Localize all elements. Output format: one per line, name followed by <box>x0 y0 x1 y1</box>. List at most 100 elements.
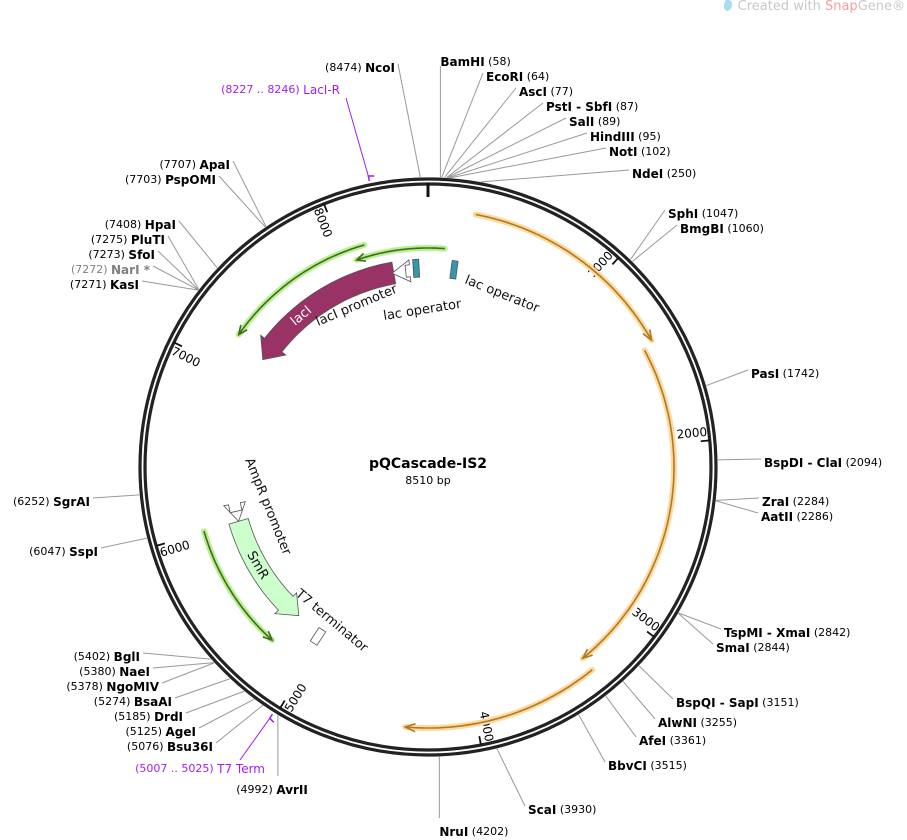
orf-arc-1[interactable] <box>475 213 653 341</box>
snapgene-watermark: Created with SnapGene® <box>722 0 905 14</box>
primer-arrow <box>268 713 275 723</box>
tick-mark <box>478 735 482 746</box>
backbone-outer-strand <box>138 177 718 757</box>
enzyme-connector <box>100 537 147 549</box>
feature-SmR[interactable] <box>228 518 300 617</box>
enzyme-labels: BamHI (58)EcoRI (64)AscI (77)PstI - SbfI… <box>13 55 882 839</box>
enzyme-label-KasI[interactable]: (7271) KasI <box>70 278 139 292</box>
feature-lac-operator-2[interactable] <box>449 259 459 280</box>
enzyme-label-HpaI[interactable]: (7408) HpaI <box>105 218 176 232</box>
enzyme-label-AvrII[interactable]: (4992) AvrII <box>236 783 308 797</box>
enzyme-connector <box>441 72 484 178</box>
enzyme-connector <box>622 681 656 720</box>
orf-arc-2[interactable] <box>582 350 675 659</box>
enzyme-label-AscI[interactable]: AscI (77) <box>519 85 573 99</box>
enzyme-connector <box>678 612 714 645</box>
orf-arc-4[interactable] <box>238 244 365 335</box>
feature-T7-terminator[interactable] <box>309 626 327 646</box>
enzyme-label-PspOMI[interactable]: (7703) PspOMI <box>125 173 216 187</box>
enzyme-label-NotI[interactable]: NotI (102) <box>609 145 671 159</box>
tick-label: 2000 <box>676 425 708 442</box>
tick-mark <box>323 203 329 213</box>
enzyme-connector <box>178 220 218 269</box>
enzyme-label-DrdI[interactable]: (5185) DrdI <box>114 710 183 724</box>
enzyme-label-PluTI[interactable]: (7275) PluTI <box>91 233 165 247</box>
enzyme-label-NruI[interactable]: NruI (4202) <box>439 825 508 839</box>
enzyme-label-BsaAI[interactable]: (5274) BsaAI <box>94 695 172 709</box>
primer-label-T7-Term[interactable]: (5007 .. 5025) T7 Term <box>135 762 265 776</box>
enzyme-label-BglI[interactable]: (5402) BglI <box>74 650 140 664</box>
enzyme-label-BbvCI[interactable]: BbvCI (3515) <box>608 759 687 773</box>
enzyme-label-NarI[interactable]: (7272) NarI * <box>71 263 151 277</box>
tick-label: 7000 <box>169 344 203 370</box>
watermark-brand-2: Gene <box>857 0 892 14</box>
feature-label-lac-operator-1[interactable]: lac operator <box>382 297 463 324</box>
enzyme-label-PasI[interactable]: PasI (1742) <box>751 367 819 381</box>
enzyme-connector <box>215 704 264 744</box>
enzyme-connector <box>706 369 749 387</box>
enzyme-label-SspI[interactable]: (6047) SspI <box>29 545 98 559</box>
enzyme-label-SphI[interactable]: SphI (1047) <box>668 207 738 221</box>
feature-lacI-promoter[interactable] <box>391 259 412 283</box>
enzyme-label-SalI[interactable]: SalI (89) <box>569 115 620 129</box>
enzyme-connector <box>444 87 517 178</box>
enzyme-label-SfoI[interactable]: (7273) SfoI <box>88 248 155 262</box>
primer-arrow <box>367 175 375 182</box>
enzyme-label-Bsu36I[interactable]: (5076) Bsu36I <box>127 740 213 754</box>
orf-arc-4-arrowhead <box>237 324 248 337</box>
enzyme-connector <box>141 280 199 291</box>
orf-arc-2-arrowhead <box>581 648 593 660</box>
enzyme-connector <box>174 678 230 699</box>
enzyme-label-PstI[interactable]: PstI - SbfI (87) <box>546 100 638 114</box>
primer-connector <box>345 97 369 177</box>
orf-arc-6[interactable] <box>203 530 273 641</box>
enzyme-label-ScaI[interactable]: ScaI (3930) <box>528 803 596 817</box>
orf-arc-5-arrowhead <box>354 252 366 262</box>
enzyme-label-ZraI[interactable]: ZraI (2284) <box>762 495 829 509</box>
orf-arc-1-glow <box>472 211 655 344</box>
enzyme-connector <box>717 458 762 461</box>
enzyme-connector <box>605 695 637 738</box>
enzyme-label-AlwNI[interactable]: AlwNI (3255) <box>658 716 737 730</box>
enzyme-label-BamHI[interactable]: BamHI (58) <box>440 55 510 69</box>
feature-label-T7-terminator[interactable]: T7 terminator <box>292 586 371 656</box>
enzyme-label-NgoMIV[interactable]: (5378) NgoMIV <box>66 680 159 694</box>
enzyme-label-NdeI[interactable]: NdeI (250) <box>632 167 696 181</box>
enzyme-label-HindIII[interactable]: HindIII (95) <box>590 130 661 144</box>
enzyme-connector <box>152 662 214 669</box>
enzyme-connector <box>496 748 526 807</box>
enzyme-label-SgrAI[interactable]: (6252) SgrAI <box>13 495 90 509</box>
primer-label-LacI-R[interactable]: (8227 .. 8246) LacI-R <box>221 83 340 97</box>
orf-arc-3[interactable] <box>405 669 593 729</box>
primer-connector <box>239 718 271 761</box>
enzyme-connector <box>630 209 666 260</box>
enzyme-connector <box>678 612 722 630</box>
enzyme-label-TspMI[interactable]: TspMI - XmaI (2842) <box>724 626 850 640</box>
enzyme-connector <box>152 265 199 291</box>
enzyme-label-EcoRI[interactable]: EcoRI (64) <box>486 70 549 84</box>
enzyme-connector <box>142 652 211 660</box>
feature-label-lac-operator-2[interactable]: lac operator <box>463 273 542 317</box>
feature-AmpR-promoter[interactable] <box>222 501 246 523</box>
plasmid-name: pQCascade-IS2 <box>369 456 487 472</box>
enzyme-label-AgeI[interactable]: (5125) AgeI <box>125 725 196 739</box>
enzyme-label-SmaI[interactable]: SmaI (2844) <box>716 641 790 655</box>
orf-arc-5[interactable] <box>356 247 445 261</box>
feature-lac-operator-1[interactable] <box>412 258 421 278</box>
enzyme-connector <box>161 662 215 684</box>
enzyme-label-NcoI[interactable]: (8474) NcoI <box>325 61 395 75</box>
enzyme-connector <box>92 494 140 499</box>
orf-arc-1-arrowhead <box>642 329 653 342</box>
enzyme-label-BspDI[interactable]: BspDI - ClaI (2094) <box>764 456 882 470</box>
feature-lacI[interactable] <box>260 261 397 361</box>
enzyme-label-AatII[interactable]: AatII (2286) <box>761 510 833 524</box>
enzyme-label-NaeI[interactable]: (5380) NaeI <box>79 665 150 679</box>
enzyme-label-BspQI[interactable]: BspQI - SapI (3151) <box>676 696 799 710</box>
enzyme-label-BmgBI[interactable]: BmgBI (1060) <box>680 222 764 236</box>
orf-arc-2-glow <box>579 347 677 662</box>
enzyme-label-ApaI[interactable]: (7707) ApaI <box>159 158 230 172</box>
enzyme-connector <box>632 224 678 262</box>
enzyme-connector <box>715 500 759 514</box>
enzyme-connector <box>232 160 267 227</box>
enzyme-label-AfeI[interactable]: AfeI (3361) <box>639 734 706 748</box>
